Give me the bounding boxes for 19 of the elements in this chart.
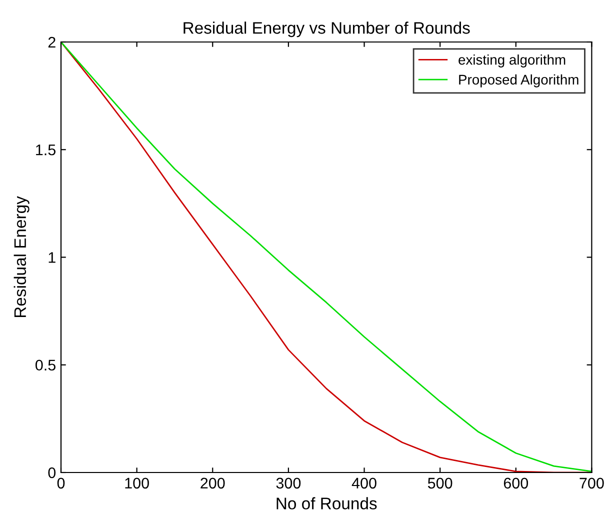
x-tick-label: 700 <box>580 478 604 489</box>
x-tick-label: 500 <box>428 478 452 489</box>
y-tick-label: 0 <box>48 467 56 478</box>
x-tick-label: 200 <box>200 478 225 489</box>
line-series <box>61 42 592 472</box>
legend-label: Proposed Algorithm <box>459 74 578 88</box>
chart-title: Residual Energy vs Number of Rounds <box>184 22 470 38</box>
x-tick-label: 0 <box>57 478 65 489</box>
y-tick-label: 0.5 <box>36 360 56 371</box>
x-tick-label: 600 <box>504 478 528 489</box>
y-tick-label: 1 <box>48 252 56 263</box>
y-tick-label: 1.5 <box>36 144 56 156</box>
y-tick-label: 2 <box>48 36 56 48</box>
legend-label: existing algorithm <box>458 54 566 68</box>
x-tick-label: 100 <box>125 478 149 489</box>
x-axis-title: No of Rounds <box>276 497 377 510</box>
x-tick-label: 400 <box>352 478 376 489</box>
y-axis-title: Residual Energy <box>14 196 30 318</box>
x-tick-label: 300 <box>276 478 301 489</box>
